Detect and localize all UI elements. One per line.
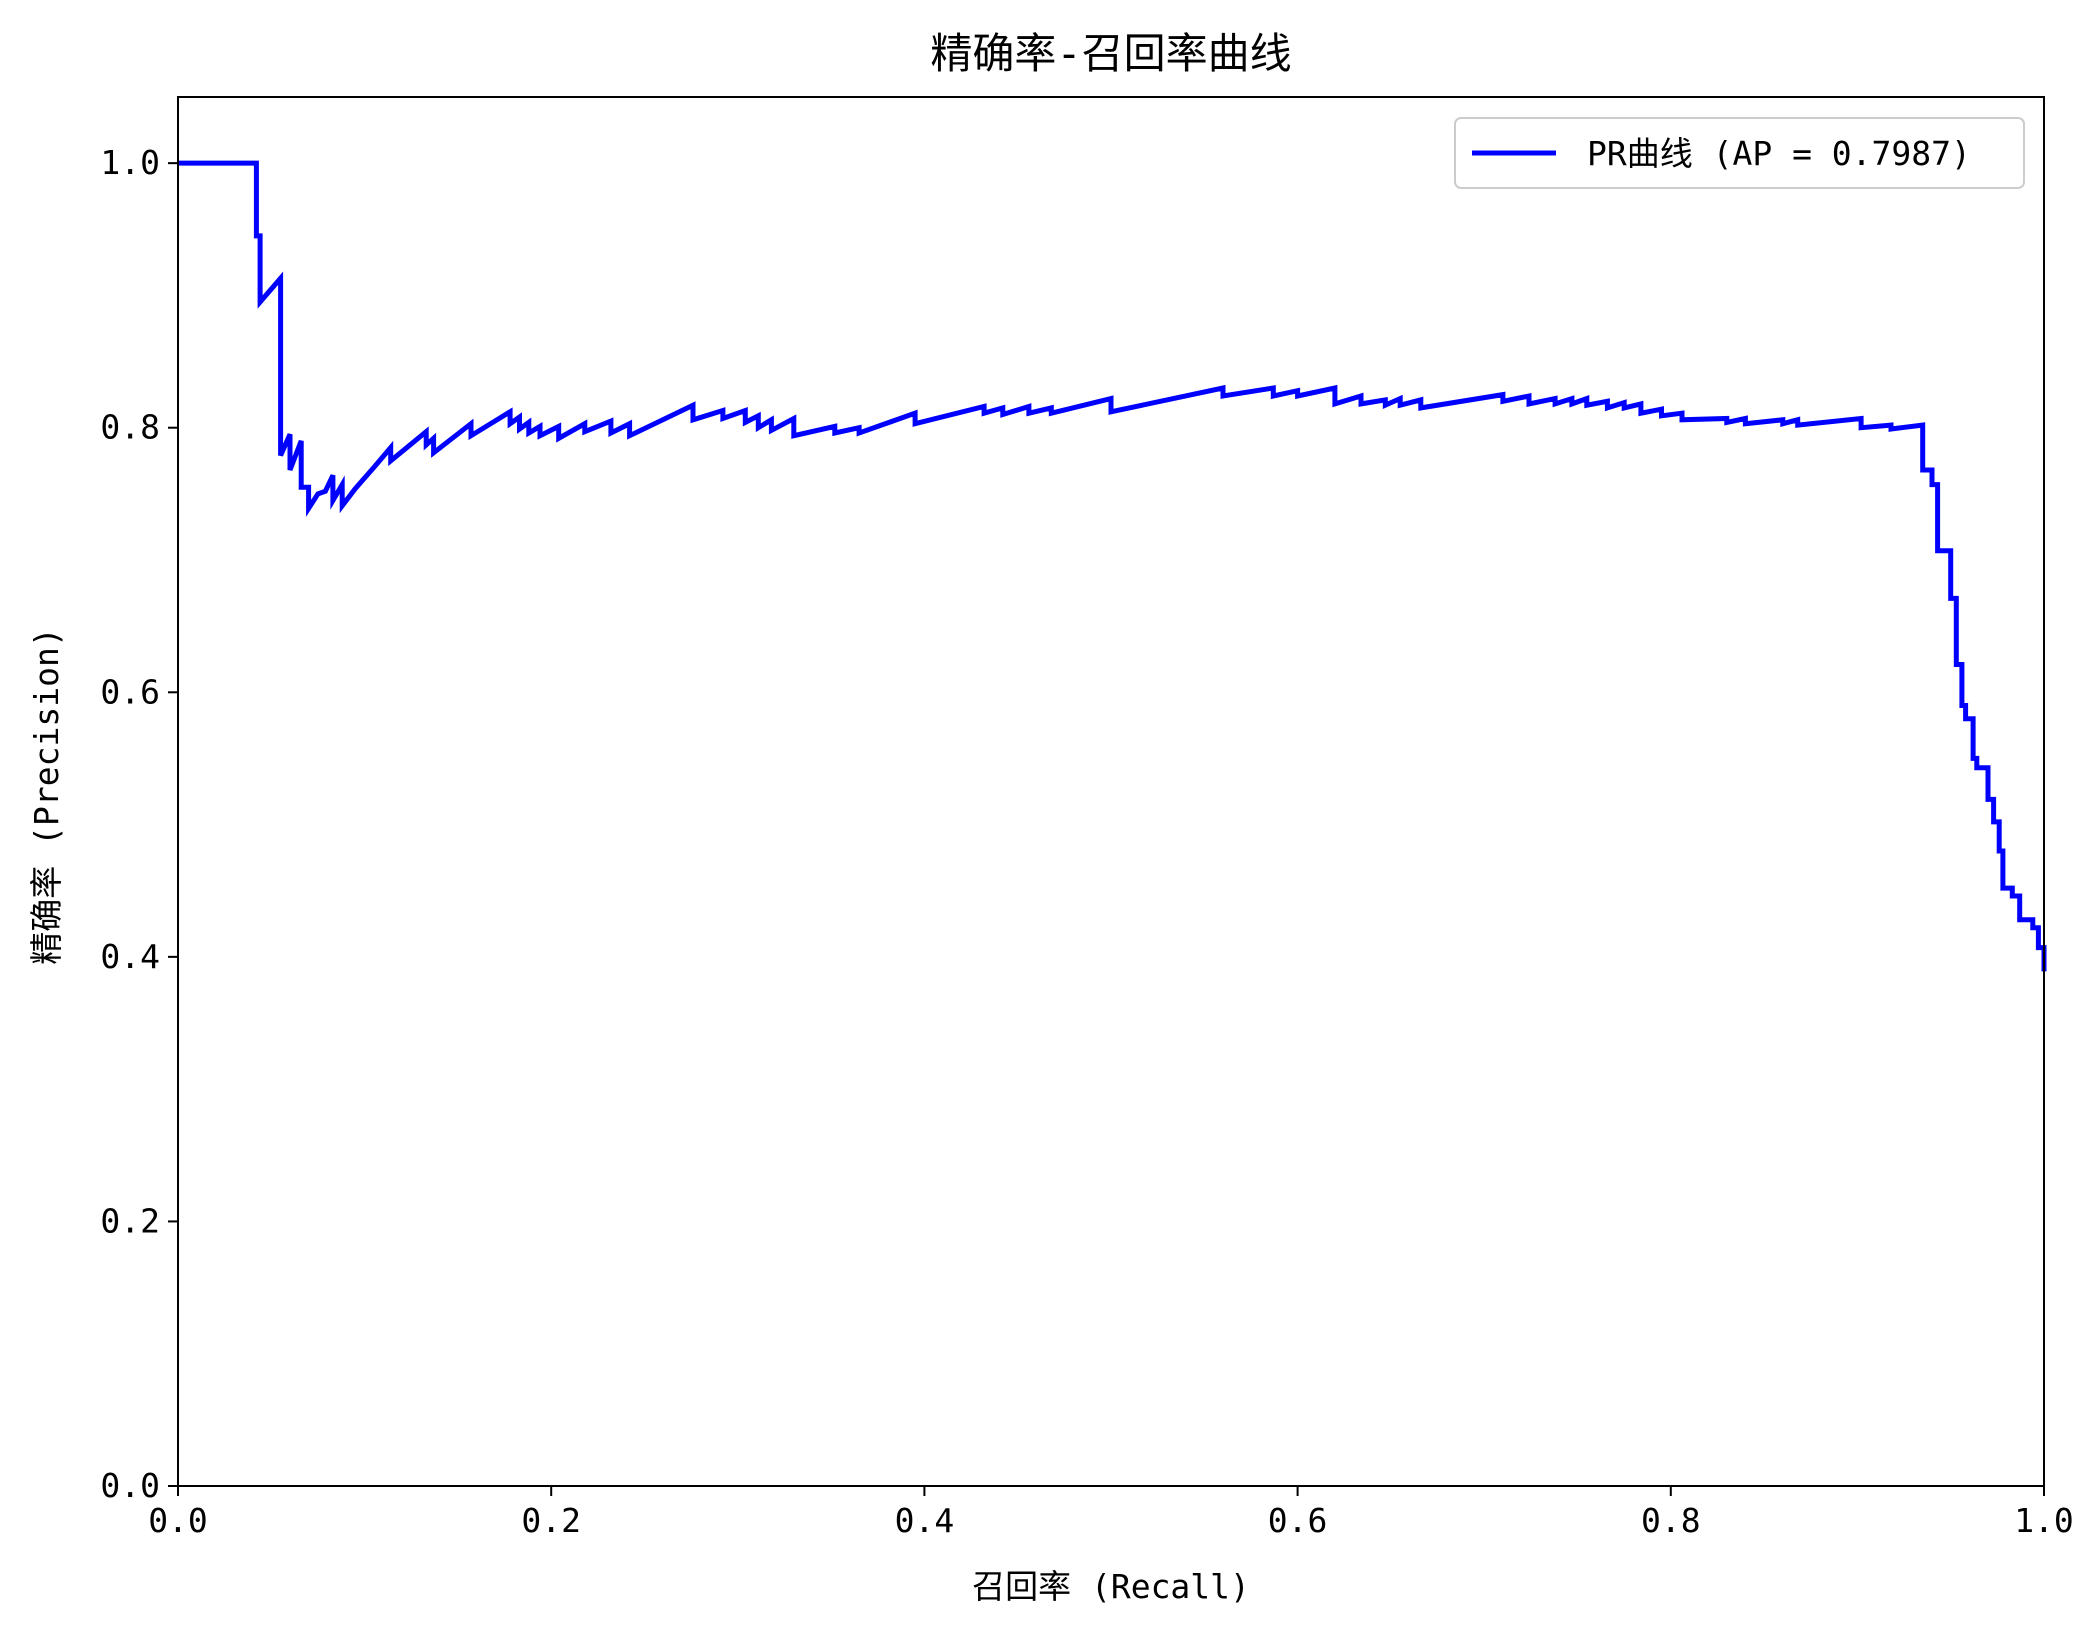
- plot-frame: [177, 96, 2045, 1487]
- x-axis: 0.0 0.2 0.4 0.6 0.8 1.0: [148, 1486, 2074, 1540]
- legend-box: [1454, 117, 2025, 189]
- x-tick-label: 0.4: [895, 1501, 955, 1540]
- plot-area: [177, 96, 2047, 1487]
- legend: PR曲线 (AP = 0.7987): [1454, 117, 2025, 189]
- y-axis: 0.0 0.2 0.4 0.6 0.8 1.0: [100, 143, 178, 1505]
- legend-label: PR曲线 (AP = 0.7987): [1587, 134, 1971, 173]
- x-tick-label: 0.8: [1641, 1501, 1701, 1540]
- y-tick-label: 0.4: [100, 937, 160, 976]
- series-line-0: [178, 160, 2047, 972]
- x-tick-label: 0.2: [521, 1501, 581, 1540]
- y-tick-label: 0.0: [100, 1466, 160, 1505]
- y-tick-label: 1.0: [100, 143, 160, 182]
- y-tick-label: 0.6: [100, 672, 160, 711]
- x-tick-label: 1.0: [2014, 1501, 2074, 1540]
- chart-title: 精确率-召回率曲线: [930, 29, 1291, 78]
- y-tick-label: 0.8: [100, 408, 160, 447]
- x-tick-label: 0.6: [1268, 1501, 1328, 1540]
- y-axis-label: 精确率 (Precision): [27, 627, 66, 964]
- x-axis-label: 召回率 (Recall): [972, 1567, 1250, 1606]
- x-tick-label: 0.0: [148, 1501, 208, 1540]
- y-tick-label: 0.2: [100, 1201, 160, 1240]
